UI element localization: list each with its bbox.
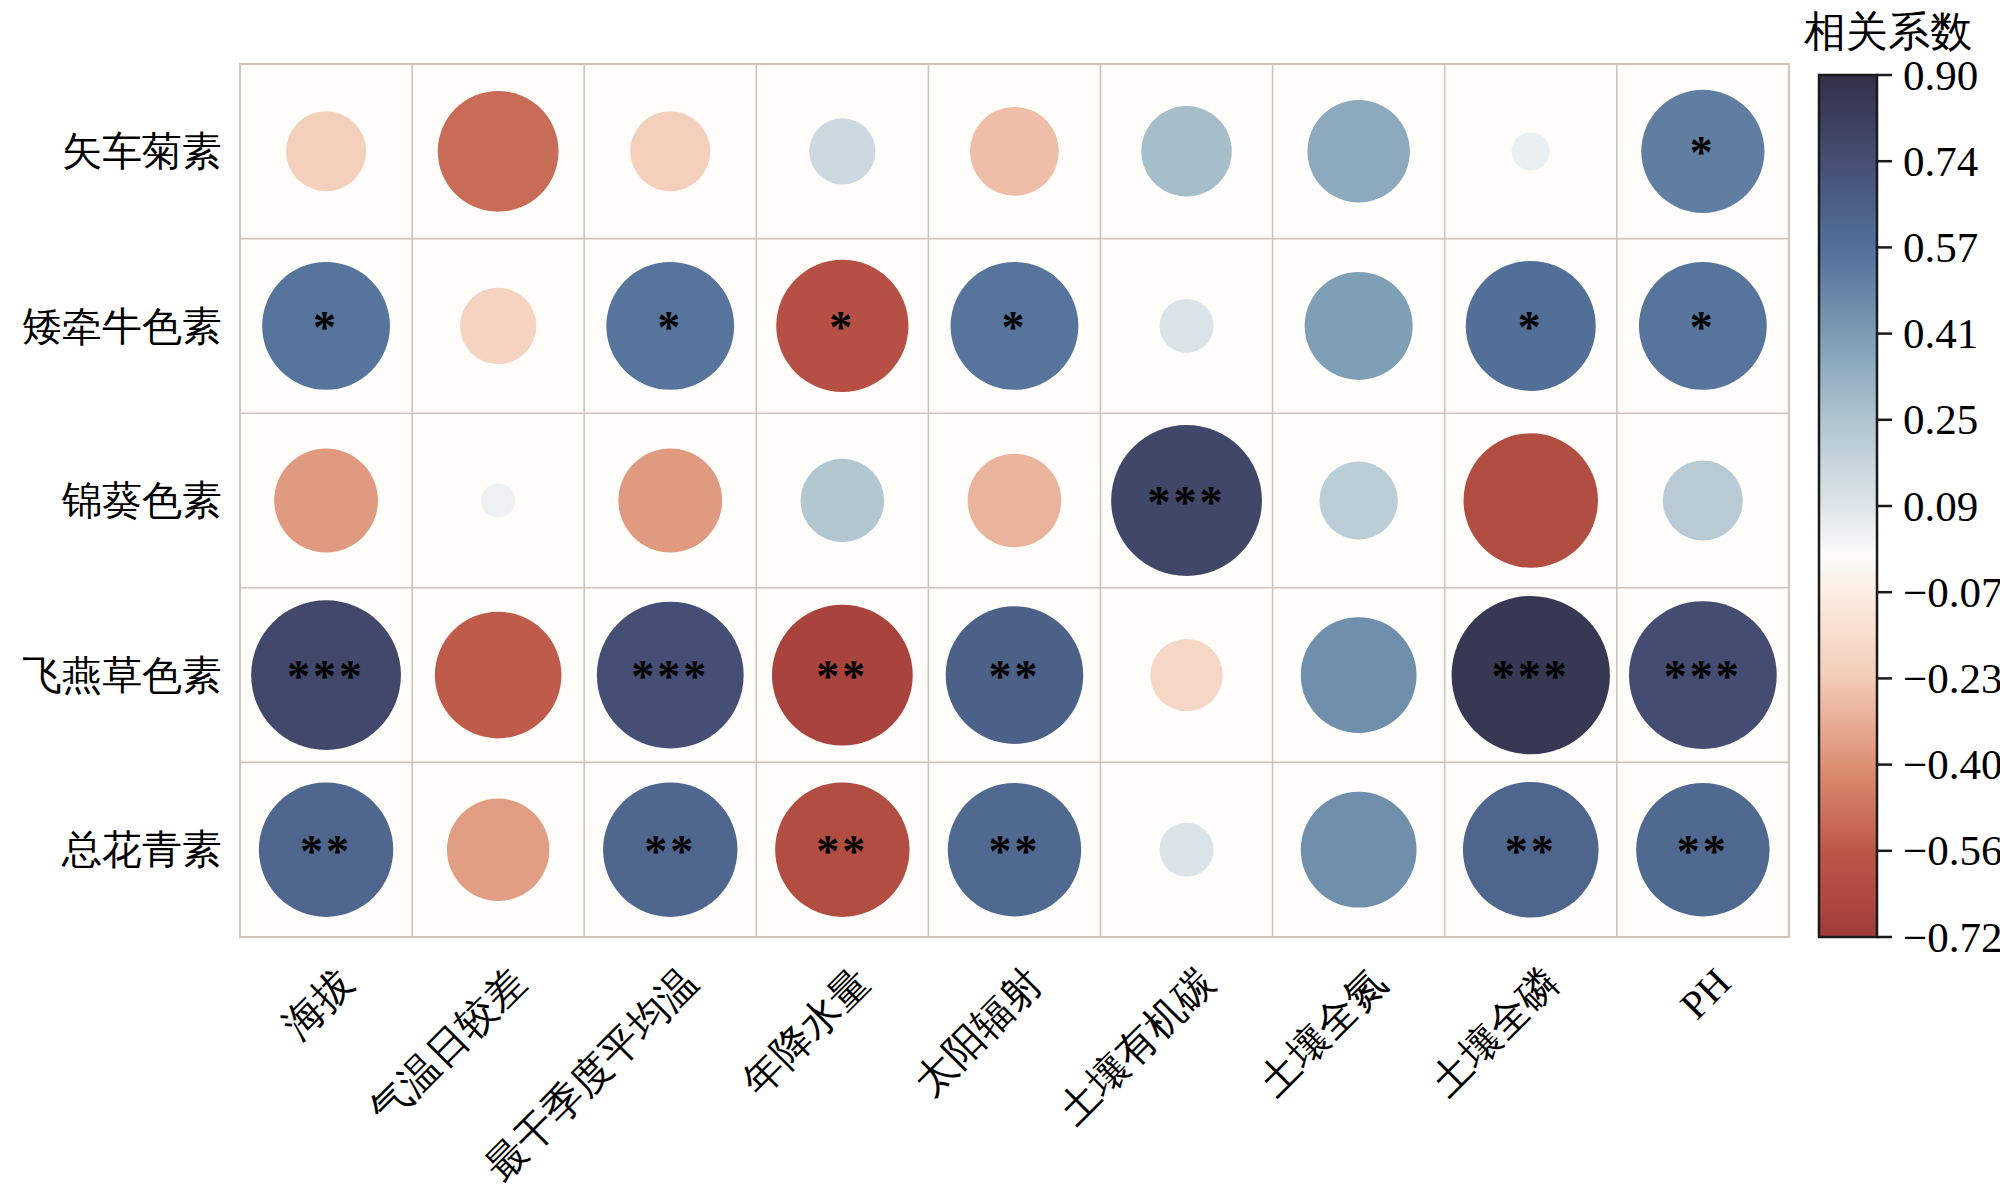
significance-stars: ** bbox=[1677, 826, 1729, 877]
colorbar-tick-label: 0.57 bbox=[1903, 224, 1978, 271]
column-label: 土壤全氮 bbox=[1250, 960, 1395, 1105]
significance-stars: *** bbox=[287, 651, 365, 702]
correlation-bubble bbox=[1305, 272, 1413, 380]
correlation-bubble bbox=[1301, 617, 1417, 733]
significance-stars: * bbox=[1690, 302, 1716, 353]
correlation-bubble bbox=[447, 799, 549, 901]
significance-stars: * bbox=[829, 302, 855, 353]
significance-stars: *** bbox=[631, 651, 709, 702]
correlation-bubble bbox=[481, 483, 515, 517]
correlation-bubble bbox=[1301, 792, 1417, 908]
colorbar-tick-label: −0.40 bbox=[1903, 741, 2000, 788]
significance-stars: ** bbox=[988, 826, 1040, 877]
significance-stars: ** bbox=[300, 826, 352, 877]
column-label: 太阳辐射 bbox=[906, 960, 1051, 1105]
correlation-matrix-svg: ************************************** 矢… bbox=[0, 0, 2000, 1187]
significance-stars: ** bbox=[816, 826, 868, 877]
correlation-bubble bbox=[970, 107, 1059, 196]
correlation-bubble bbox=[1160, 299, 1214, 353]
correlation-bubble bbox=[1663, 461, 1743, 541]
significance-stars: * bbox=[313, 302, 339, 353]
correlation-bubble bbox=[1307, 100, 1409, 202]
correlation-bubble bbox=[460, 288, 536, 364]
correlation-bubble bbox=[1464, 433, 1598, 567]
correlation-bubble bbox=[435, 612, 562, 739]
significance-stars: *** bbox=[1664, 651, 1742, 702]
row-label: 总花青素 bbox=[61, 827, 222, 872]
figure-root: ************************************** 矢… bbox=[0, 0, 2000, 1187]
colorbar-tick-label: −0.56 bbox=[1903, 827, 2000, 874]
correlation-bubble bbox=[630, 111, 710, 191]
correlation-bubble bbox=[1150, 639, 1222, 711]
significance-stars: * bbox=[1001, 302, 1027, 353]
significance-stars: ** bbox=[816, 651, 868, 702]
significance-stars: * bbox=[657, 302, 683, 353]
colorbar-bar bbox=[1819, 75, 1877, 937]
column-label: 土壤有机碳 bbox=[1050, 960, 1223, 1133]
colorbar-tick-label: 0.90 bbox=[1903, 52, 1978, 99]
row-label: 矮牵牛色素 bbox=[22, 304, 222, 349]
correlation-bubble bbox=[1160, 823, 1214, 877]
colorbar: 0.90 0.74 0.57 0.41 0.25 0.09 −0.07 −0.23 −0.40 −… bbox=[1819, 52, 2000, 961]
significance-stars: * bbox=[1518, 302, 1544, 353]
significance-stars: * bbox=[1690, 127, 1716, 178]
correlation-bubble bbox=[1141, 106, 1231, 196]
column-label: 气温日较差 bbox=[361, 960, 534, 1133]
significance-stars: ** bbox=[644, 826, 696, 877]
colorbar-tick-label: 0.41 bbox=[1903, 310, 1978, 357]
column-label: PH bbox=[1671, 960, 1739, 1028]
correlation-bubble bbox=[801, 459, 885, 543]
correlation-bubble bbox=[618, 449, 722, 553]
column-label: 年降水量 bbox=[734, 960, 879, 1105]
significance-stars: *** bbox=[1148, 477, 1226, 528]
colorbar-tick-label: 0.09 bbox=[1903, 483, 1978, 530]
colorbar-tick-label: 0.25 bbox=[1903, 396, 1978, 443]
column-label: 海拔 bbox=[274, 960, 362, 1048]
correlation-bubble bbox=[968, 454, 1062, 548]
significance-stars: *** bbox=[1492, 651, 1570, 702]
correlation-bubble bbox=[1512, 132, 1550, 170]
colorbar-tick-label: −0.23 bbox=[1903, 655, 2000, 702]
row-label: 飞燕草色素 bbox=[22, 653, 222, 698]
correlation-bubble bbox=[274, 449, 378, 553]
colorbar-tick-label: −0.72 bbox=[1903, 914, 2000, 961]
row-label: 锦葵色素 bbox=[61, 478, 222, 523]
correlation-bubble bbox=[438, 91, 559, 212]
column-label: 土壤全磷 bbox=[1422, 960, 1567, 1105]
colorbar-tick-label: 0.74 bbox=[1903, 138, 1978, 185]
correlation-bubble bbox=[1320, 461, 1398, 539]
correlation-bubble bbox=[286, 111, 366, 191]
colorbar-tick-label: −0.07 bbox=[1903, 569, 2000, 616]
significance-stars: ** bbox=[1505, 826, 1557, 877]
row-label: 矢车菊素 bbox=[62, 129, 222, 174]
correlation-bubble bbox=[809, 118, 875, 184]
colorbar-title: 相关系数 bbox=[1804, 9, 1972, 55]
significance-stars: ** bbox=[988, 651, 1040, 702]
